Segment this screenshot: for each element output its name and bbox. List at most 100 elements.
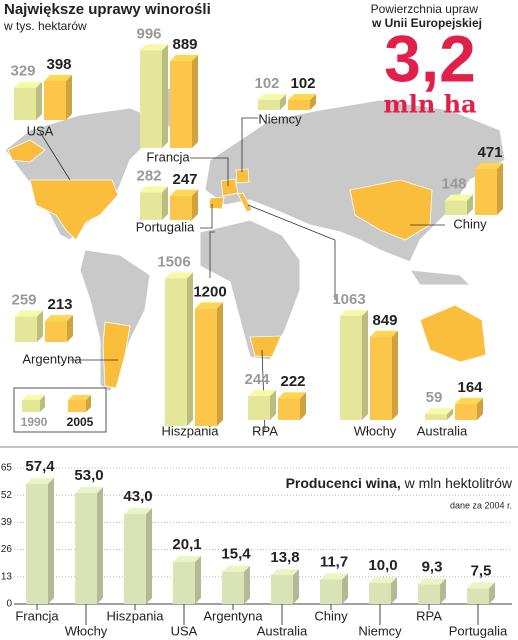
country-label: Hiszpania xyxy=(161,423,219,438)
bar-title-main: Producenci wina, xyxy=(286,475,401,491)
value-label: 59 xyxy=(426,389,443,406)
value-label: 10,0 xyxy=(368,557,397,574)
box xyxy=(475,168,497,215)
x-tick-label: Niemcy xyxy=(358,623,402,638)
box xyxy=(278,398,300,420)
germany-area xyxy=(235,168,250,184)
box xyxy=(425,414,447,420)
box-top xyxy=(15,310,43,317)
box-side xyxy=(489,582,495,604)
spain-area xyxy=(208,196,225,210)
usa-area xyxy=(29,179,119,241)
box xyxy=(75,493,97,604)
country-label: Australia xyxy=(417,423,468,438)
box-side xyxy=(497,162,503,215)
x-tick-label: Hiszpania xyxy=(106,608,164,623)
box xyxy=(455,403,477,420)
box-side xyxy=(392,330,398,420)
value-label: 471 xyxy=(477,144,502,161)
box-top xyxy=(44,74,72,81)
x-tick-label: Chiny xyxy=(314,608,348,623)
box-side xyxy=(477,397,483,420)
box-top xyxy=(320,573,348,580)
box-side xyxy=(362,309,368,420)
box-top xyxy=(195,302,223,309)
legend-label: 1990 xyxy=(21,415,48,429)
box xyxy=(140,50,162,148)
value-label: 247 xyxy=(172,171,197,188)
annotation-value: 3,2 xyxy=(384,21,476,95)
box-top xyxy=(68,395,91,400)
box xyxy=(173,561,195,604)
box-top xyxy=(170,54,198,61)
value-label: 398 xyxy=(46,56,71,73)
box-side xyxy=(192,189,198,220)
y-tick-label: 39 xyxy=(1,517,13,528)
value-label: 282 xyxy=(136,167,161,184)
value-label: 329 xyxy=(10,63,35,80)
box xyxy=(44,80,66,120)
box-side xyxy=(342,573,348,604)
box-side xyxy=(270,390,276,420)
box-side xyxy=(162,44,168,148)
x-tick-label: Francja xyxy=(15,608,59,623)
box-side xyxy=(280,94,286,110)
box-side xyxy=(310,94,316,110)
y-tick-label: 65 xyxy=(1,463,13,474)
box-top xyxy=(45,315,73,322)
box-top xyxy=(258,94,286,101)
box-top xyxy=(248,390,276,397)
box-side xyxy=(440,578,446,604)
box-side xyxy=(67,315,73,342)
value-label: 996 xyxy=(136,25,161,42)
box xyxy=(370,336,392,420)
box-top xyxy=(26,477,54,484)
x-tick-label: RPA xyxy=(416,608,442,623)
box xyxy=(45,321,67,342)
world-map xyxy=(4,84,506,433)
annotation-caption: w Unii Europejskiej xyxy=(371,16,482,30)
value-label: 164 xyxy=(457,379,483,396)
value-label: 1506 xyxy=(157,253,190,270)
argentina-area xyxy=(102,321,131,389)
box-side xyxy=(187,272,193,426)
value-label: 222 xyxy=(280,373,305,390)
box-top xyxy=(369,577,397,584)
box-top xyxy=(170,189,198,196)
australia-area xyxy=(419,304,487,363)
box-top xyxy=(140,186,168,193)
rpa-area xyxy=(249,335,282,358)
y-tick-label: 26 xyxy=(1,544,13,555)
box-top xyxy=(418,578,446,585)
country-label: Niemcy xyxy=(258,111,302,126)
box-side xyxy=(244,565,250,604)
box-side xyxy=(162,186,168,220)
x-tick-label: Australia xyxy=(257,623,308,638)
box xyxy=(248,396,270,420)
box-top xyxy=(370,330,398,337)
box-top xyxy=(467,582,495,589)
box xyxy=(467,588,489,604)
country-label: RPA xyxy=(252,423,278,438)
value-label: 9,3 xyxy=(422,559,443,576)
value-label: 148 xyxy=(441,175,466,192)
box-side xyxy=(37,310,43,342)
box xyxy=(418,584,440,604)
box xyxy=(140,192,162,220)
box xyxy=(170,60,192,148)
box xyxy=(26,483,48,604)
country-label: USA xyxy=(27,123,54,138)
country-label: Włochy xyxy=(354,423,397,438)
legend-swatch xyxy=(68,400,86,412)
country-label: Chiny xyxy=(453,216,487,231)
box-side xyxy=(195,555,201,604)
box-top xyxy=(445,194,473,201)
box-top xyxy=(271,569,299,576)
box xyxy=(124,514,146,604)
box xyxy=(165,278,187,426)
box-top xyxy=(340,309,368,316)
value-label: 213 xyxy=(47,296,72,313)
box xyxy=(14,87,36,120)
indonesia xyxy=(408,269,472,286)
map-title: Największe uprawy winorośli xyxy=(4,1,211,18)
